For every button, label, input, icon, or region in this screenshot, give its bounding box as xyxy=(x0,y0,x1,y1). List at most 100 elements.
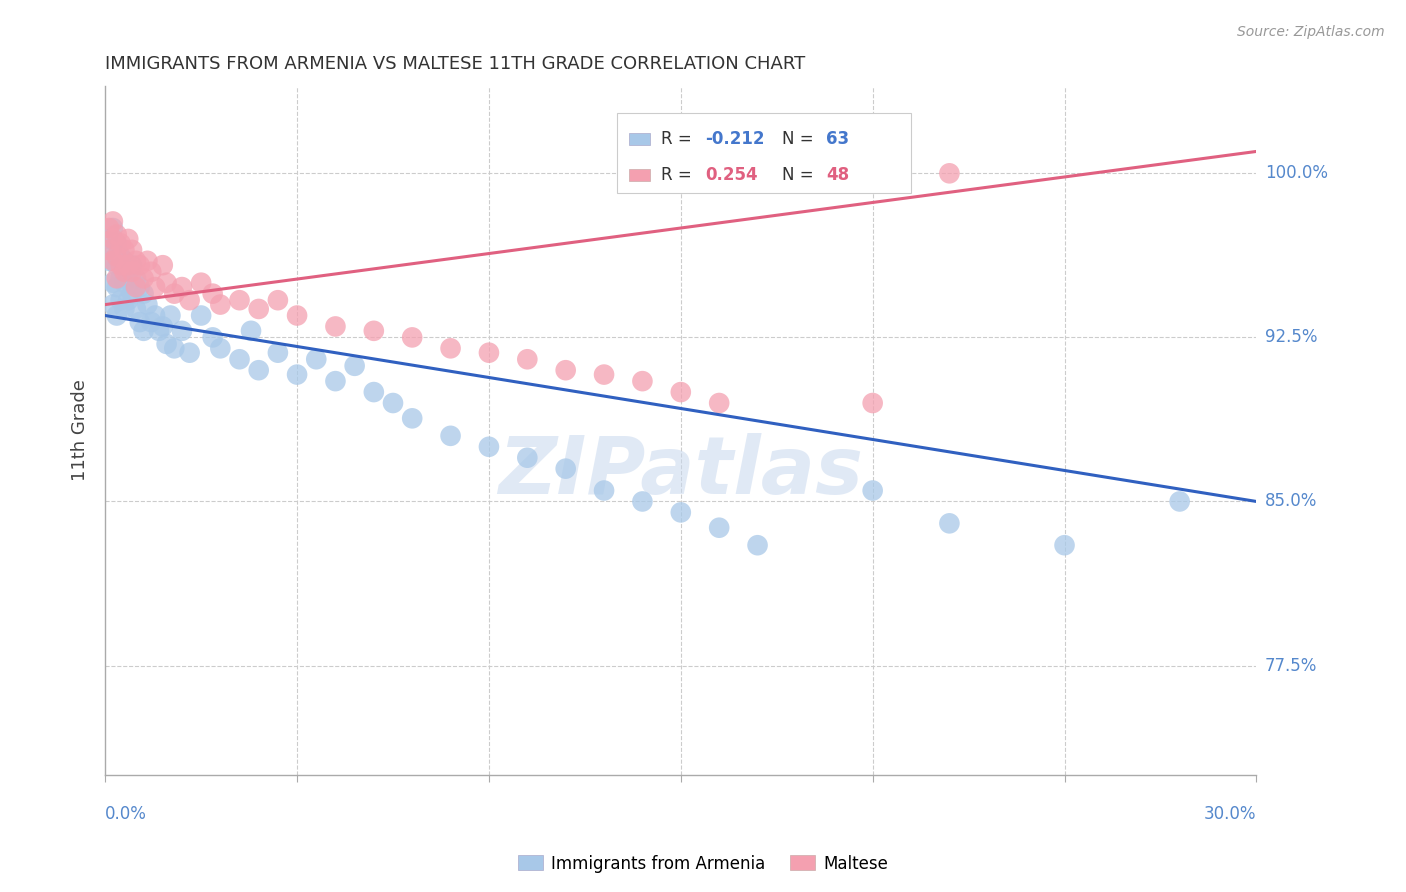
Point xyxy=(112,265,135,279)
Point xyxy=(179,293,201,308)
Point xyxy=(105,258,128,272)
Point xyxy=(132,286,155,301)
Point xyxy=(125,280,148,294)
Point xyxy=(136,253,159,268)
Point xyxy=(112,253,135,268)
Point xyxy=(439,429,461,443)
Point xyxy=(862,396,884,410)
Point xyxy=(152,319,174,334)
Text: R =: R = xyxy=(661,166,697,184)
Point xyxy=(343,359,366,373)
Point xyxy=(631,374,654,388)
Point xyxy=(325,319,347,334)
Point xyxy=(938,166,960,180)
Text: 0.254: 0.254 xyxy=(704,166,758,184)
Point xyxy=(117,232,139,246)
Point xyxy=(228,352,250,367)
FancyBboxPatch shape xyxy=(628,169,650,181)
FancyBboxPatch shape xyxy=(628,133,650,145)
Point xyxy=(121,243,143,257)
Point xyxy=(170,324,193,338)
Point xyxy=(117,258,139,272)
Point xyxy=(121,258,143,272)
Point xyxy=(132,271,155,285)
Point xyxy=(190,276,212,290)
Point xyxy=(98,232,121,246)
Text: Source: ZipAtlas.com: Source: ZipAtlas.com xyxy=(1237,25,1385,39)
Point xyxy=(125,301,148,316)
Text: 85.0%: 85.0% xyxy=(1265,492,1317,510)
Text: 100.0%: 100.0% xyxy=(1265,164,1327,182)
Point xyxy=(128,315,150,329)
Legend: Immigrants from Armenia, Maltese: Immigrants from Armenia, Maltese xyxy=(510,848,896,880)
Point xyxy=(112,301,135,316)
Point xyxy=(325,374,347,388)
Point xyxy=(132,324,155,338)
Point xyxy=(240,324,263,338)
Point xyxy=(155,276,177,290)
Point xyxy=(285,368,308,382)
Y-axis label: 11th Grade: 11th Grade xyxy=(72,379,89,482)
Point xyxy=(117,293,139,308)
Point xyxy=(101,214,124,228)
Text: 48: 48 xyxy=(825,166,849,184)
Point xyxy=(228,293,250,308)
Point xyxy=(121,265,143,279)
Point xyxy=(209,342,232,356)
Point xyxy=(709,396,731,410)
Point xyxy=(101,297,124,311)
Point xyxy=(401,411,423,425)
Point xyxy=(209,297,232,311)
Point xyxy=(125,253,148,268)
Point xyxy=(247,301,270,316)
Point xyxy=(938,516,960,531)
Point xyxy=(110,236,132,251)
Text: -0.212: -0.212 xyxy=(704,129,765,148)
Point xyxy=(170,280,193,294)
Point xyxy=(382,396,405,410)
Point xyxy=(143,280,166,294)
Point xyxy=(593,483,616,498)
Point xyxy=(110,258,132,272)
Point xyxy=(363,385,385,400)
Point xyxy=(125,271,148,285)
Point xyxy=(110,271,132,285)
Point xyxy=(143,309,166,323)
Point xyxy=(1168,494,1191,508)
Point xyxy=(201,286,224,301)
Point xyxy=(141,315,163,329)
Point xyxy=(163,342,186,356)
Point xyxy=(247,363,270,377)
Point xyxy=(152,258,174,272)
Point xyxy=(669,385,692,400)
Point xyxy=(105,271,128,285)
Point xyxy=(631,494,654,508)
Point xyxy=(105,309,128,323)
Text: IMMIGRANTS FROM ARMENIA VS MALTESE 11TH GRADE CORRELATION CHART: IMMIGRANTS FROM ARMENIA VS MALTESE 11TH … xyxy=(105,55,806,73)
Point xyxy=(159,309,181,323)
Point xyxy=(363,324,385,338)
Point xyxy=(285,309,308,323)
Point xyxy=(98,221,121,235)
Point xyxy=(190,309,212,323)
Point xyxy=(267,345,290,359)
Text: R =: R = xyxy=(661,129,697,148)
Point xyxy=(105,280,128,294)
Point xyxy=(439,342,461,356)
Point xyxy=(121,286,143,301)
Point xyxy=(554,363,576,377)
Point xyxy=(112,243,135,257)
Point xyxy=(101,232,124,246)
Point xyxy=(155,337,177,351)
Point xyxy=(179,345,201,359)
Text: N =: N = xyxy=(782,129,818,148)
Point xyxy=(709,521,731,535)
Point xyxy=(117,265,139,279)
Point xyxy=(516,352,538,367)
FancyBboxPatch shape xyxy=(617,113,911,193)
Text: 77.5%: 77.5% xyxy=(1265,657,1317,674)
Point xyxy=(747,538,769,552)
Text: 92.5%: 92.5% xyxy=(1265,328,1317,346)
Point xyxy=(478,440,501,454)
Point xyxy=(401,330,423,344)
